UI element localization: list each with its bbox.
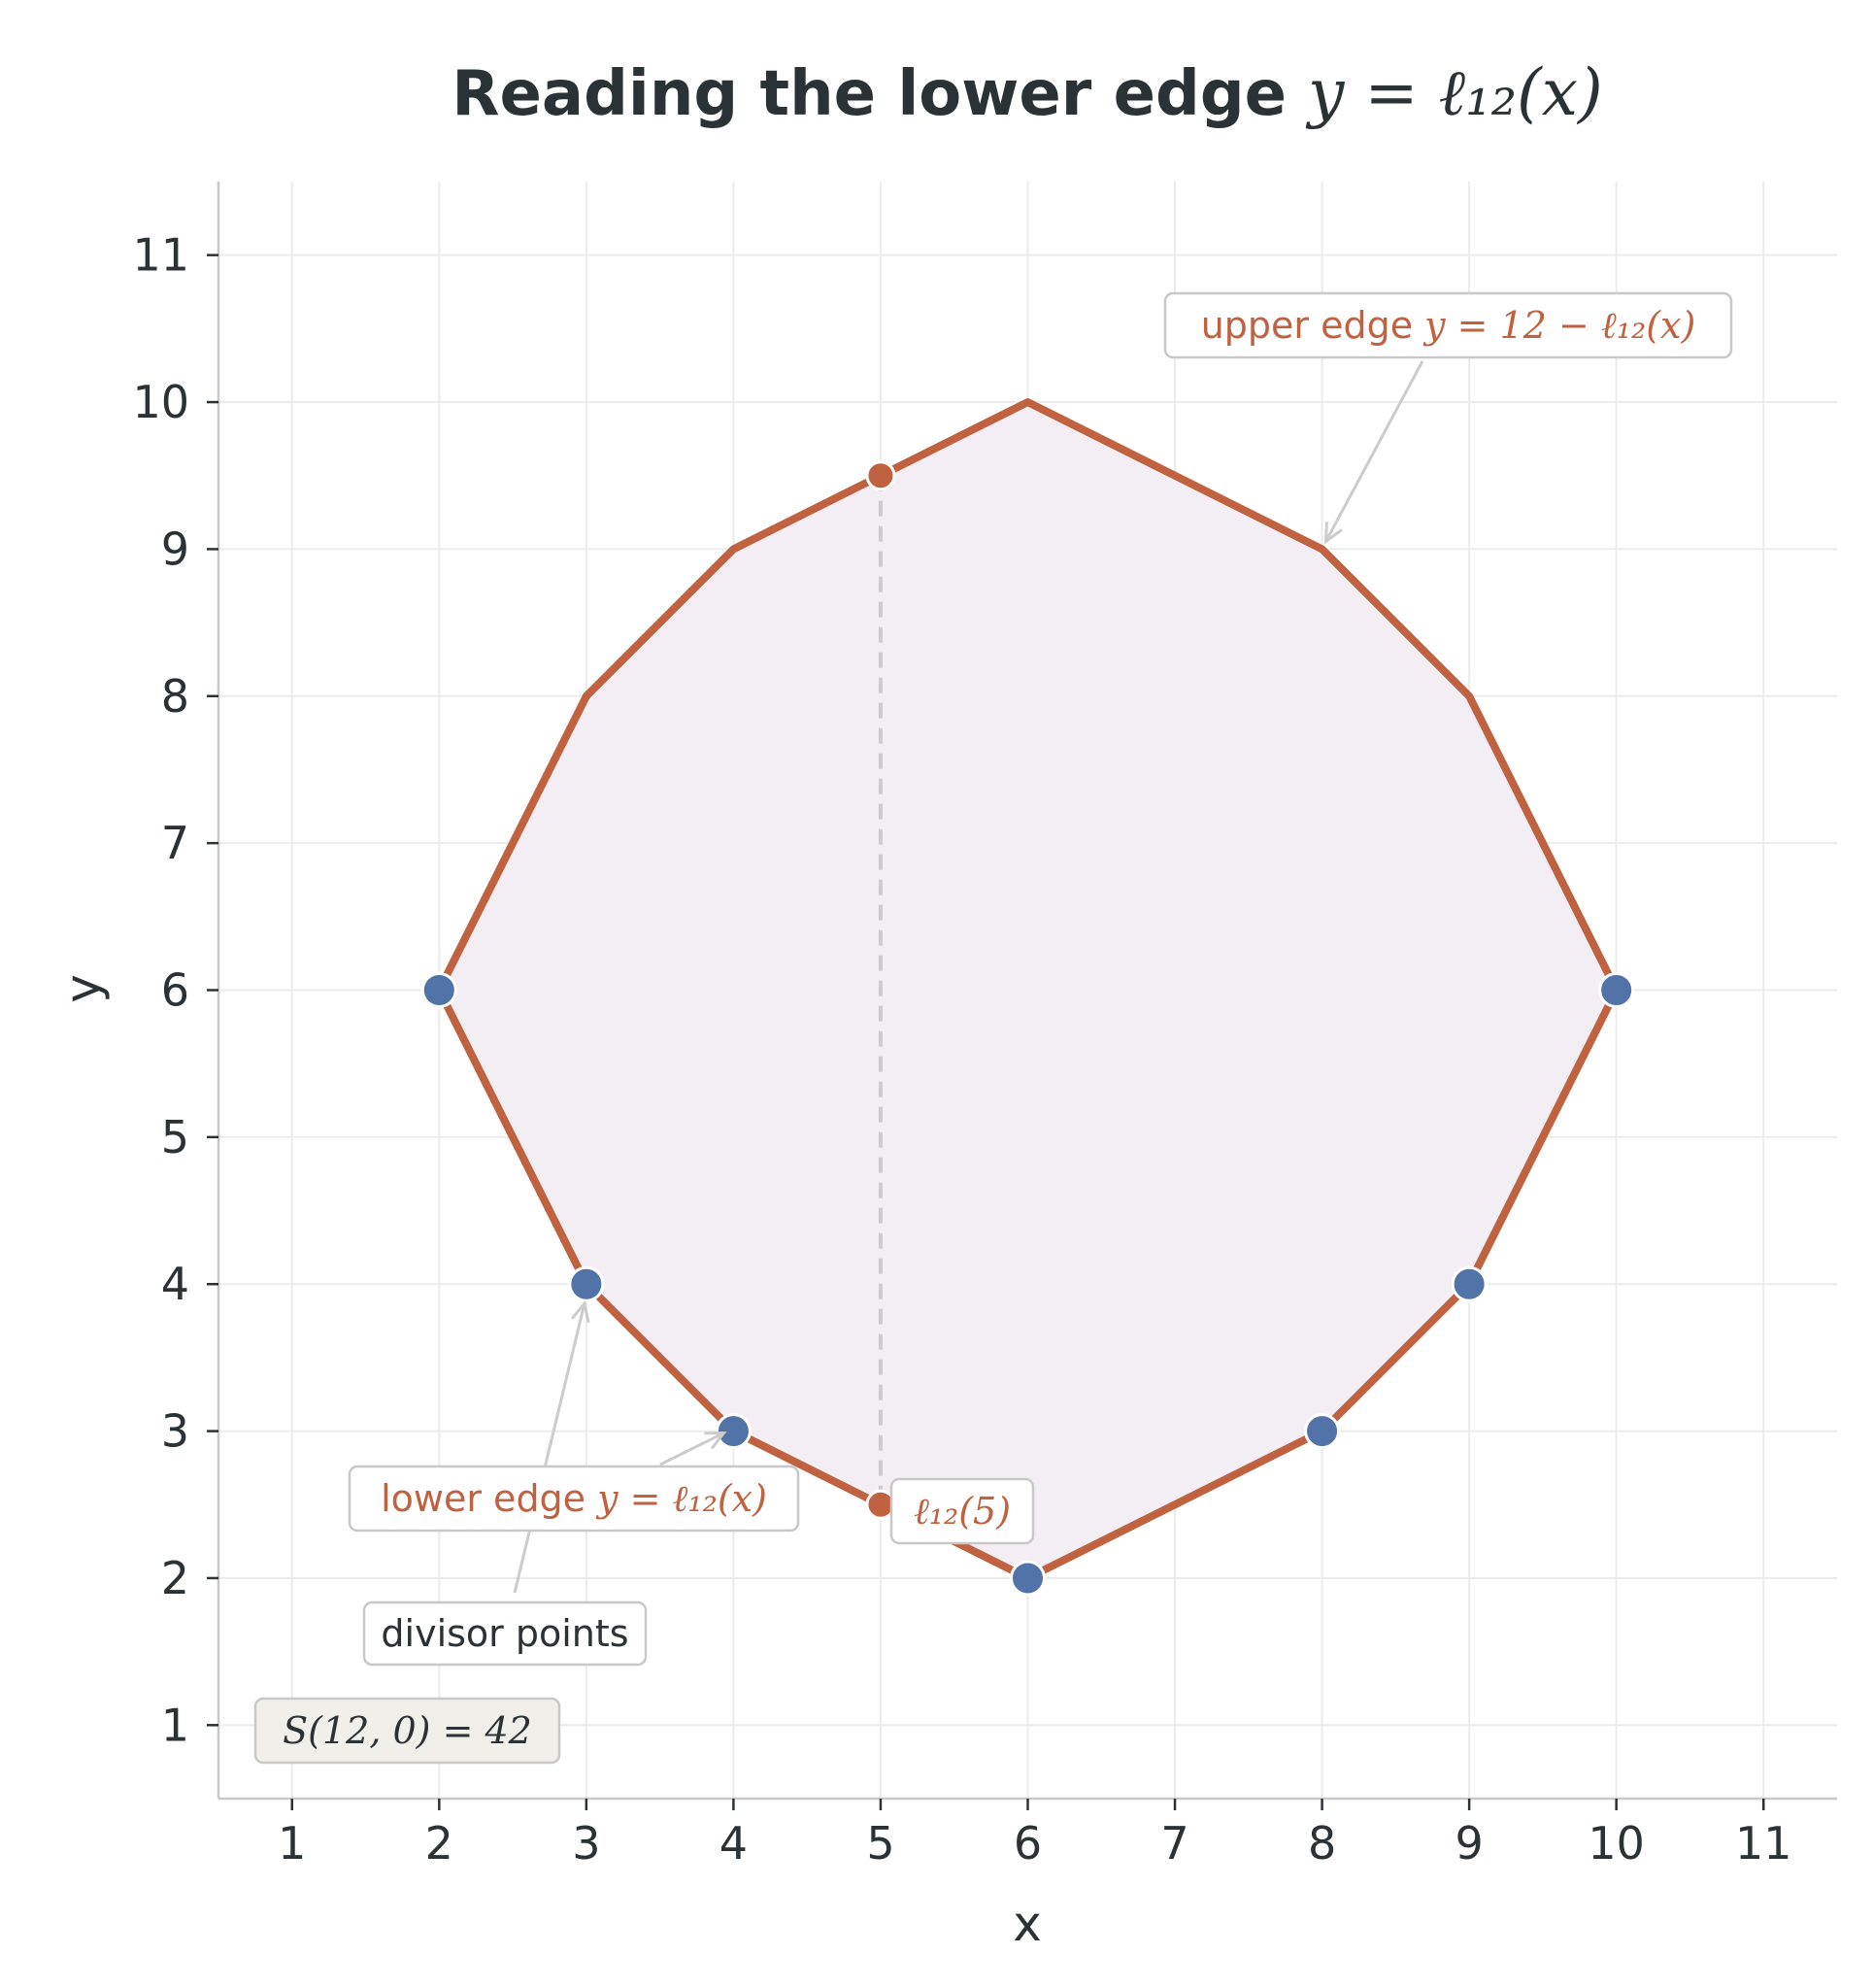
- y-tick-label: 11: [132, 229, 189, 282]
- x-tick-label: 10: [1588, 1817, 1645, 1870]
- chart-title: Reading the lower edge y = ℓ₁₂(x): [452, 55, 1603, 130]
- x-tick-label: 7: [1160, 1817, 1188, 1870]
- y-tick-label: 1: [161, 1699, 189, 1751]
- x-tick-label: 4: [719, 1817, 748, 1870]
- y-tick-label: 8: [161, 670, 189, 723]
- lower-edge-label: lower edge y = ℓ₁₂(x): [381, 1477, 767, 1520]
- lower-edge-label-math: y = ℓ₁₂(x): [595, 1477, 767, 1520]
- divisor-point: [715, 1413, 752, 1450]
- y-tick-label: 3: [161, 1405, 189, 1458]
- upper-edge-label-math: y = 12 − ℓ₁₂(x): [1422, 304, 1695, 347]
- x-tick-label: 2: [425, 1817, 453, 1870]
- divisor-point: [1451, 1265, 1488, 1302]
- chart-title-math: y = ℓ₁₂(x): [1305, 55, 1603, 130]
- lower-edge-arrow-head: [704, 1432, 727, 1450]
- x-tick-label: 5: [866, 1817, 894, 1870]
- score-label-math: S(12, 0) = 42: [283, 1709, 532, 1752]
- reading-label-math: ℓ₁₂(5): [914, 1490, 1011, 1533]
- x-tick-label: 1: [278, 1817, 306, 1870]
- y-tick-label: 4: [161, 1258, 189, 1310]
- x-axis-label: x: [1013, 1896, 1042, 1952]
- y-axis-label: y: [54, 974, 111, 1003]
- divisor-point: [420, 972, 457, 1008]
- upper-edge-label: upper edge y = 12 − ℓ₁₂(x): [1201, 304, 1696, 347]
- x-tick-label: 9: [1455, 1817, 1483, 1870]
- divisor-points-arrow: [513, 1302, 586, 1594]
- upper-edge-label-box: [1163, 291, 1733, 359]
- y-tick-label: 5: [161, 1111, 189, 1163]
- upper-edge-arrow: [1324, 360, 1424, 543]
- y-tick-label: 9: [161, 522, 189, 575]
- x-tick-label: 8: [1308, 1817, 1336, 1870]
- y-tick-label: 2: [161, 1552, 189, 1604]
- chart-title-text: Reading the lower edge: [452, 58, 1287, 130]
- x-tick-label: 6: [1014, 1817, 1042, 1870]
- score-label: S(12, 0) = 42: [283, 1709, 532, 1752]
- annotations: upper edge y = 12 − ℓ₁₂(x) lower edge y = ℓ…: [253, 291, 1733, 1765]
- reading-label-box: [889, 1477, 1035, 1545]
- upper-edge-label-text: upper edge: [1201, 304, 1413, 347]
- y-tick-label: 10: [132, 376, 189, 428]
- x-tick-label: 3: [572, 1817, 600, 1870]
- divisor-point: [568, 1265, 605, 1302]
- y-tick-label: 7: [161, 817, 189, 869]
- divisor-points-label-text: divisor points: [381, 1612, 628, 1655]
- divisor-point: [1010, 1560, 1046, 1597]
- lower-edge-arrow: [659, 1432, 725, 1466]
- reading-label: ℓ₁₂(5): [914, 1490, 1011, 1533]
- polygon-fill: [439, 402, 1617, 1578]
- divisor-point: [1304, 1413, 1341, 1450]
- lower-edge-label-text: lower edge: [381, 1477, 585, 1520]
- upper-edge-arrow-head: [1323, 522, 1343, 545]
- upper-reading-point: [865, 460, 896, 491]
- divisor-points-label-box: [362, 1601, 648, 1667]
- x-tick-label: 11: [1735, 1817, 1792, 1870]
- score-label-box: [253, 1697, 561, 1765]
- divisor-point: [1598, 972, 1635, 1008]
- y-tick-label: 6: [161, 964, 189, 1017]
- plot-area: [420, 398, 1635, 1597]
- lower-edge-label-box: [348, 1465, 800, 1533]
- divisor-points-arrow-head: [571, 1299, 590, 1324]
- divisor-points-label: divisor points: [381, 1612, 628, 1655]
